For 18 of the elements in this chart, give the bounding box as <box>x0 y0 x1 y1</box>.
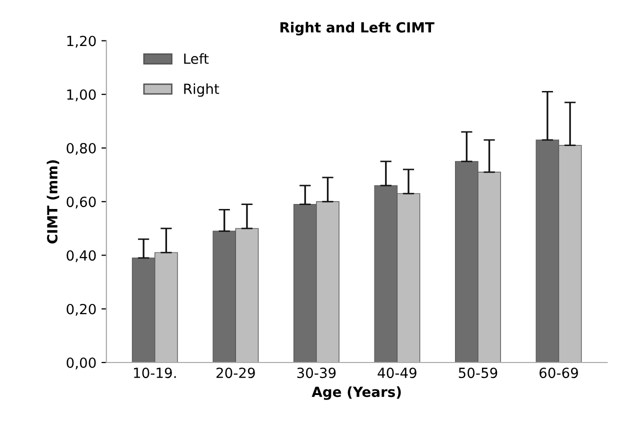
x-axis-title: Age (Years) <box>312 386 401 400</box>
y-tick-label: 0,60 <box>66 196 96 209</box>
y-axis-title: CIMT (mm) <box>46 160 60 244</box>
y-tick-label: 1,20 <box>67 36 96 48</box>
y-tick-label: 1,00 <box>67 89 96 102</box>
y-tick-label: 0,80 <box>66 142 96 155</box>
x-tick-label: 30-39 <box>297 368 336 378</box>
x-tick-label: 20-29 <box>216 368 255 378</box>
x-tick-label: 40-49 <box>378 368 416 378</box>
x-tick-label: 50-59 <box>458 368 498 378</box>
x-tick-label: 10-19. <box>134 368 176 378</box>
legend-label: Left <box>184 53 209 64</box>
y-tick-label: 0,20 <box>66 304 96 316</box>
y-tick-label: 0,00 <box>66 357 96 370</box>
y-tick-label: 0,40 <box>66 250 96 262</box>
chart-title: Right and Left CIMT <box>280 22 434 36</box>
x-tick-label: 60-69 <box>540 368 578 378</box>
legend-label: Right <box>184 83 220 97</box>
